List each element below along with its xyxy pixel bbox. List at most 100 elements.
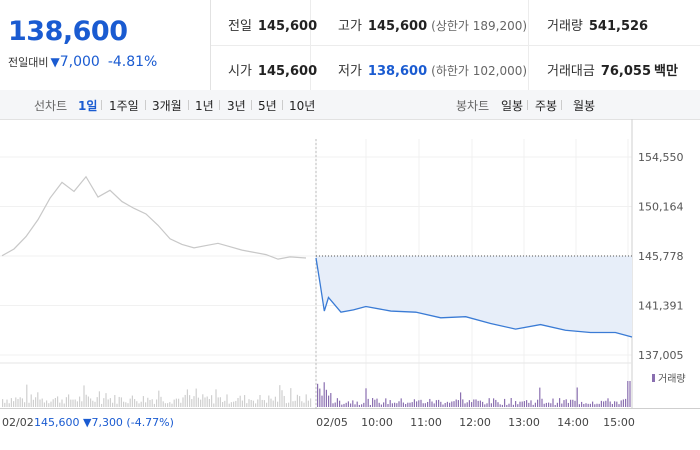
volume-bar: [567, 402, 569, 407]
chart-toolbar: 선차트 1일 1주일 3개월 1년 3년 5년 10년 봉차트 일봉 주봉 월봉: [0, 90, 700, 120]
volume-bar: [321, 395, 323, 407]
volume-bar: [341, 404, 343, 407]
volume-bar: [435, 400, 437, 407]
volume-bar: [6, 399, 8, 407]
divider: [561, 100, 562, 110]
volume-bar: [79, 396, 81, 407]
volume-bar: [138, 403, 140, 407]
quote-summary: 138,600 전일대비 ▼7,000 -4.81% 전일 145,600 시가 145…: [0, 0, 700, 91]
volume-bar: [43, 402, 45, 407]
volume-bar: [598, 403, 600, 407]
volume-bar: [98, 391, 100, 407]
prev-day-line: [1, 175, 307, 260]
volume-bar: [178, 398, 180, 407]
volume-bar: [497, 402, 499, 407]
volume-bar: [184, 394, 186, 407]
volume-label: 거래량: [547, 19, 583, 34]
period-1y-button[interactable]: 1년: [195, 99, 214, 113]
divider: [101, 100, 102, 110]
volume-bar: [383, 402, 385, 407]
high-label: 고가: [338, 19, 362, 34]
volume-bar: [248, 399, 250, 407]
volume-bar: [609, 401, 611, 407]
volume-bar: [140, 401, 142, 407]
volume-bar: [493, 398, 495, 407]
volume-bar: [589, 403, 591, 407]
prev-close-info: 145,600 ▼7,300 (-4.77%): [34, 416, 174, 429]
volume-bar: [552, 398, 554, 407]
volume-bar: [103, 398, 105, 407]
volume-bar: [191, 399, 193, 407]
volume-bar: [255, 403, 257, 407]
volume-bar: [354, 404, 356, 407]
volume-bar: [105, 393, 107, 407]
volume-bar: [528, 402, 530, 407]
price-box: 138,600 전일대비 ▼7,000 -4.81%: [0, 0, 211, 90]
lower-limit: (하한가 102,000): [431, 64, 528, 78]
volume-bar: [233, 401, 235, 407]
volume-bar: [543, 403, 545, 407]
volume-bar: [484, 404, 486, 407]
volume-bar: [622, 399, 624, 407]
volume-bar: [620, 400, 622, 407]
volume-bar: [587, 403, 589, 407]
open-value: 145,600: [257, 64, 318, 79]
volume-bar: [594, 404, 596, 407]
volume-bar: [548, 402, 550, 407]
volume-bar: [189, 395, 191, 407]
volume-bar: [539, 387, 541, 407]
volume-bar: [156, 399, 158, 407]
volume-bar: [361, 404, 363, 407]
volume-bar: [48, 403, 50, 407]
volume-bar: [279, 385, 281, 407]
low-label: 저가: [338, 64, 362, 79]
volume-bar: [477, 400, 479, 407]
volume-bar: [239, 395, 241, 407]
volume-bar: [307, 400, 309, 407]
volume-bar: [81, 401, 83, 407]
volume-bar: [54, 397, 56, 407]
volume-bar: [343, 403, 345, 407]
volume-bar: [182, 397, 184, 407]
period-1d-button[interactable]: 1일: [78, 99, 98, 113]
volume-bar: [541, 398, 543, 407]
volume-bar: [158, 390, 160, 407]
volume-bar: [394, 402, 396, 407]
volume-bar: [114, 395, 116, 407]
period-5y-button[interactable]: 5년: [258, 99, 277, 113]
volume-bar: [96, 397, 98, 407]
candle-weekly-button[interactable]: 주봉: [535, 99, 558, 113]
divider: [251, 100, 252, 110]
price-chart[interactable]: 154,550 150,164 145,778 141,391 137,005 거래량 02…: [0, 119, 700, 450]
volume-bar: [405, 403, 407, 407]
y-tick-label: 137,005: [638, 349, 684, 362]
volume-bar: [72, 399, 74, 407]
candle-monthly-button[interactable]: 월봉: [573, 99, 596, 113]
volume-bar: [208, 398, 210, 407]
volume-bar: [501, 404, 503, 407]
period-10y-button[interactable]: 10년: [289, 99, 316, 113]
volume-bar: [235, 400, 237, 407]
volume-bar: [537, 399, 539, 407]
prev-close-label: 전일: [228, 19, 252, 34]
volume-bar: [129, 398, 131, 407]
volume-bar: [118, 396, 120, 407]
period-1w-button[interactable]: 1주일: [109, 99, 139, 113]
volume-bar: [39, 399, 41, 407]
volume-bar: [420, 399, 422, 407]
volume-bar: [603, 401, 605, 407]
candle-daily-button[interactable]: 일봉: [501, 99, 524, 113]
volume-bar: [83, 385, 85, 407]
volume-bar: [400, 398, 402, 407]
volume-bar: [592, 401, 594, 407]
volume-bar: [101, 403, 103, 407]
volume-bar: [215, 389, 217, 407]
upper-limit: (상한가 189,200): [431, 19, 528, 33]
x-tick-label: 13:00: [508, 416, 540, 429]
volume-bar: [147, 397, 149, 407]
period-3y-button[interactable]: 3년: [227, 99, 246, 113]
volume-bar: [457, 400, 459, 407]
period-3m-button[interactable]: 3개월: [152, 99, 182, 113]
volume-bar: [283, 395, 285, 407]
volume-bar: [356, 401, 358, 407]
